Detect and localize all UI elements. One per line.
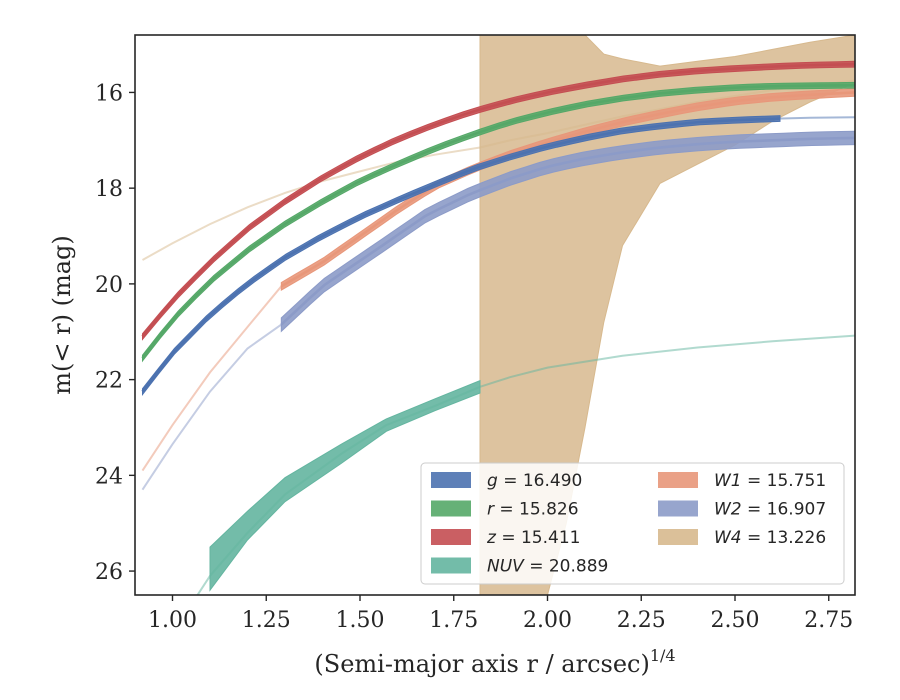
legend-label-g: g = 16.490 xyxy=(487,471,582,491)
plot-frame xyxy=(134,34,856,596)
x-axis-label-superscript: 1/4 xyxy=(650,646,676,665)
series-r-line xyxy=(141,84,855,359)
y-tick-label: 24 xyxy=(95,464,123,489)
y-axis: 16 18 20 22 24 26 xyxy=(95,81,135,585)
x-tick-label: 2.25 xyxy=(617,608,666,633)
legend-entry-w1: W1 = 15.751 xyxy=(658,471,826,491)
legend-swatch-nuv xyxy=(431,557,471,574)
legend-entry-r: r = 15.826 xyxy=(431,500,579,520)
legend-label-w4: W4 = 13.226 xyxy=(714,528,826,548)
y-tick-label: 26 xyxy=(95,560,123,585)
legend: g = 16.490 r = 15.826 z = 15.411 NUV = 20.8… xyxy=(420,462,845,585)
series-nuv-band xyxy=(209,379,481,592)
legend-label-w1: W1 = 15.751 xyxy=(714,471,826,491)
legend-entry-z: z = 15.411 xyxy=(431,528,580,548)
x-axis-label: (Semi-major axis r / arcsec)1/4 xyxy=(314,646,675,678)
x-tick-label: 1.50 xyxy=(336,608,385,633)
legend-entry-g: g = 16.490 xyxy=(431,471,582,491)
series-z-line xyxy=(141,62,855,338)
legend-label-w2: W2 = 16.907 xyxy=(714,500,826,520)
x-axis: 1.00 1.25 1.50 1.75 2.00 2.25 2.50 2.75 xyxy=(148,595,853,633)
legend-entry-w4: W4 = 13.226 xyxy=(658,528,826,548)
x-tick-label: 2.75 xyxy=(804,608,853,633)
legend-swatch-g xyxy=(431,472,471,488)
y-tick-label: 16 xyxy=(95,81,123,106)
x-tick-label: 1.75 xyxy=(429,608,478,633)
legend-swatch-w4 xyxy=(658,529,698,545)
series-w1-band xyxy=(280,88,855,291)
series-g-band xyxy=(142,115,781,396)
legend-label-r: r = 15.826 xyxy=(487,500,579,520)
y-tick-label: 20 xyxy=(95,273,123,298)
series-lines xyxy=(141,60,855,595)
legend-box xyxy=(420,462,845,585)
legend-swatch-w1 xyxy=(658,472,698,488)
series-w1-line xyxy=(280,91,855,288)
series-w2-band xyxy=(280,130,855,333)
series-g-line xyxy=(141,117,781,393)
legend-swatch-r xyxy=(431,500,471,517)
x-tick-label: 1.25 xyxy=(242,608,291,633)
x-tick-label: 2.50 xyxy=(711,608,760,633)
legend-entry-w2: W2 = 16.907 xyxy=(658,500,826,520)
legend-label-z: z = 15.411 xyxy=(486,528,580,548)
y-tick-label: 18 xyxy=(95,177,123,202)
legend-label-nuv: NUV = 20.889 xyxy=(487,557,608,577)
series-w2-line xyxy=(280,136,855,326)
x-axis-label-text: (Semi-major axis r / arcsec) xyxy=(314,650,649,678)
legend-entry-nuv: NUV = 20.889 xyxy=(431,557,608,577)
series-r-band xyxy=(142,81,855,363)
legend-swatch-z xyxy=(431,529,471,545)
series-nuv-faint-line xyxy=(196,334,855,595)
y-axis-label: m(< r) (mag) xyxy=(48,235,76,394)
x-tick-label: 2.00 xyxy=(523,608,572,633)
y-tick-label: 22 xyxy=(95,369,123,394)
legend-swatch-w2 xyxy=(658,500,698,517)
x-tick-label: 1.00 xyxy=(148,608,197,633)
